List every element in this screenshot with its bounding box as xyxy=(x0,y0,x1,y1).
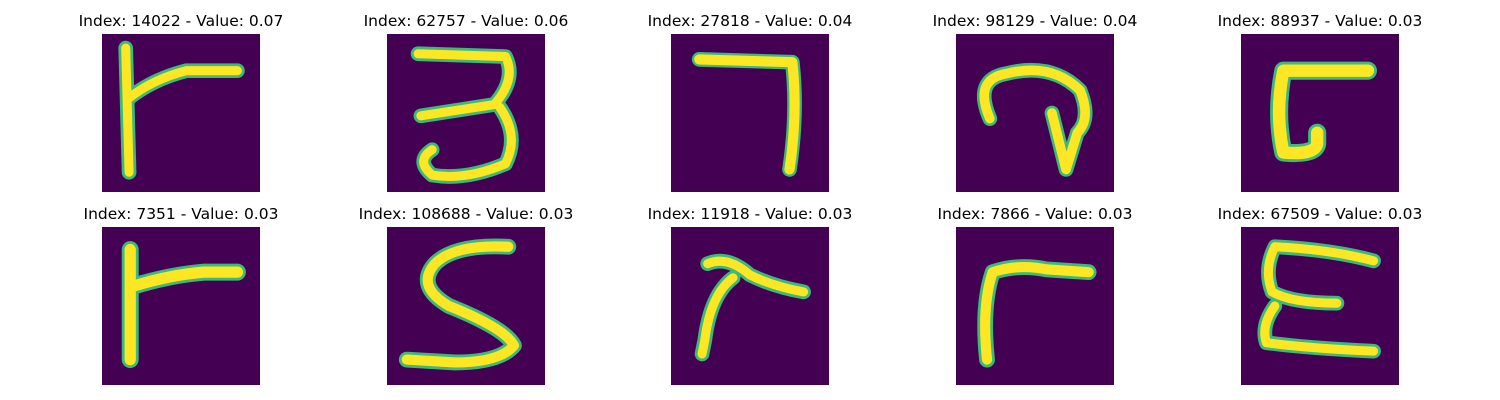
sample-panel-5: Index: 88937 - Value: 0.03 xyxy=(1218,12,1422,192)
sample-image xyxy=(387,34,545,192)
sample-title: Index: 108688 - Value: 0.03 xyxy=(358,205,574,223)
sample-title: Index: 11918 - Value: 0.03 xyxy=(647,205,853,223)
sample-panel-9: Index: 7866 - Value: 0.03 xyxy=(938,205,1132,385)
sample-title: Index: 7866 - Value: 0.03 xyxy=(937,205,1133,223)
sample-title: Index: 67509 - Value: 0.03 xyxy=(1217,205,1423,223)
sample-panel-10: Index: 67509 - Value: 0.03 xyxy=(1218,205,1422,385)
sample-image xyxy=(102,227,260,385)
sample-image xyxy=(1241,227,1399,385)
sample-image xyxy=(956,34,1114,192)
sample-panel-6: Index: 7351 - Value: 0.03 xyxy=(84,205,278,385)
sample-panel-8: Index: 11918 - Value: 0.03 xyxy=(648,205,852,385)
sample-title: Index: 7351 - Value: 0.03 xyxy=(83,205,279,223)
sample-image xyxy=(671,227,829,385)
sample-panel-2: Index: 62757 - Value: 0.06 xyxy=(364,12,568,192)
sample-panel-4: Index: 98129 - Value: 0.04 xyxy=(933,12,1137,192)
sample-image xyxy=(1241,34,1399,192)
sample-title: Index: 27818 - Value: 0.04 xyxy=(647,12,853,30)
sample-image xyxy=(671,34,829,192)
sample-title: Index: 98129 - Value: 0.04 xyxy=(932,12,1138,30)
sample-title: Index: 62757 - Value: 0.06 xyxy=(363,12,569,30)
sample-image xyxy=(956,227,1114,385)
sample-panel-7: Index: 108688 - Value: 0.03 xyxy=(359,205,573,385)
sample-panel-1: Index: 14022 - Value: 0.07 xyxy=(79,12,283,192)
sample-panel-3: Index: 27818 - Value: 0.04 xyxy=(648,12,852,192)
sample-image xyxy=(387,227,545,385)
sample-title: Index: 88937 - Value: 0.03 xyxy=(1217,12,1423,30)
sample-title: Index: 14022 - Value: 0.07 xyxy=(78,12,284,30)
sample-image xyxy=(102,34,260,192)
